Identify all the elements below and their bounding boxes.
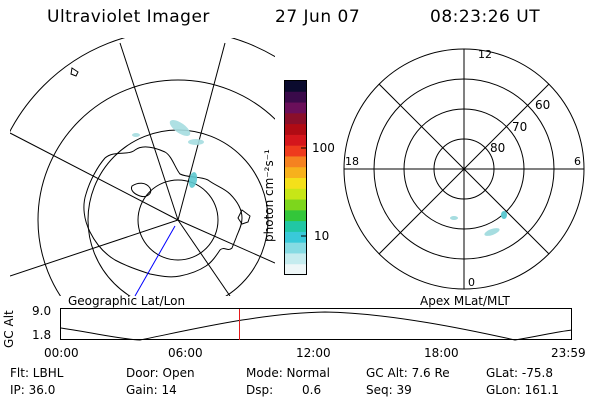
mlt-label-18: 18: [345, 155, 359, 168]
colorbar-stripe: [285, 102, 306, 114]
dsp-value: 0.6: [302, 383, 322, 397]
timeline-ymax: 9.0: [32, 304, 52, 318]
colorbar-tick-100: 100: [312, 141, 335, 155]
colorbar-stripe: [285, 91, 306, 104]
filter-info: Flt: LBHL: [10, 366, 64, 380]
mlt-label-0: 0: [468, 276, 475, 289]
colorbar-stripe: [285, 221, 306, 233]
door-info: Door: Open: [126, 366, 195, 380]
colorbar-stripe: [285, 188, 306, 201]
satellite-track: [134, 225, 176, 297]
mlt-label-12: 12: [478, 48, 492, 61]
geographic-label: Geographic Lat/Lon: [68, 294, 186, 308]
ip-info: IP: 36.0: [10, 383, 56, 397]
mlt-label-6: 6: [574, 155, 581, 168]
gcalt-info: GC Alt: 7.6 Re: [366, 366, 450, 380]
apex-polar-plot: [343, 48, 585, 290]
colorbar-stripe: [285, 113, 306, 125]
colorbar-stripe: [285, 210, 306, 222]
colorbar-stripe: [285, 145, 306, 157]
glon-info: GLon: 161.1: [486, 383, 559, 397]
colorbar-tick-10: 10: [314, 229, 330, 243]
colorbar-stripe: [285, 134, 306, 147]
colorbar-stripe: [285, 264, 306, 276]
colorbar-stripe: [285, 231, 306, 244]
colorbar-stripe: [285, 178, 306, 190]
time-label: 08:23:26 UT: [430, 7, 541, 27]
seq-info: Seq: 39: [366, 383, 412, 397]
colorbar-stripe: [285, 156, 306, 168]
geographic-map: [10, 38, 275, 297]
apex-label: Apex MLat/MLT: [420, 294, 510, 308]
colorbar-stripe: [285, 253, 306, 265]
dsp-label: Dsp:: [246, 383, 274, 397]
colorbar-stripe: [285, 81, 306, 93]
glat-info: GLat: -75.8: [486, 366, 553, 380]
mlat-label-80: 80: [490, 141, 506, 155]
timeline-ymin: 1.8: [32, 328, 52, 342]
colorbar: [284, 80, 307, 276]
timeline-tick-3: 18:00: [424, 346, 459, 360]
gain-info: Gain: 14: [126, 383, 177, 397]
colorbar-label: photon cm⁻²s⁻¹: [262, 149, 276, 242]
timeline-tick-2: 12:00: [296, 346, 331, 360]
instrument-title: Ultraviolet Imager: [47, 7, 210, 27]
colorbar-stripe: [285, 167, 306, 179]
colorbar-stripe: [285, 199, 306, 211]
colorbar-stripe: [285, 124, 306, 136]
colorbar-stripe: [285, 242, 306, 254]
mode-info: Mode: Normal: [246, 366, 330, 380]
timeline-ylabel: GC Alt: [2, 310, 16, 348]
mlat-label-60: 60: [535, 98, 551, 112]
timeline-tick-0: 00:00: [44, 346, 79, 360]
altitude-timeline: [60, 308, 573, 341]
timeline-tick-4: 23:59: [551, 346, 586, 360]
timeline-tick-1: 06:00: [168, 346, 203, 360]
date-label: 27 Jun 07: [275, 7, 361, 27]
mlat-label-70: 70: [512, 120, 528, 134]
